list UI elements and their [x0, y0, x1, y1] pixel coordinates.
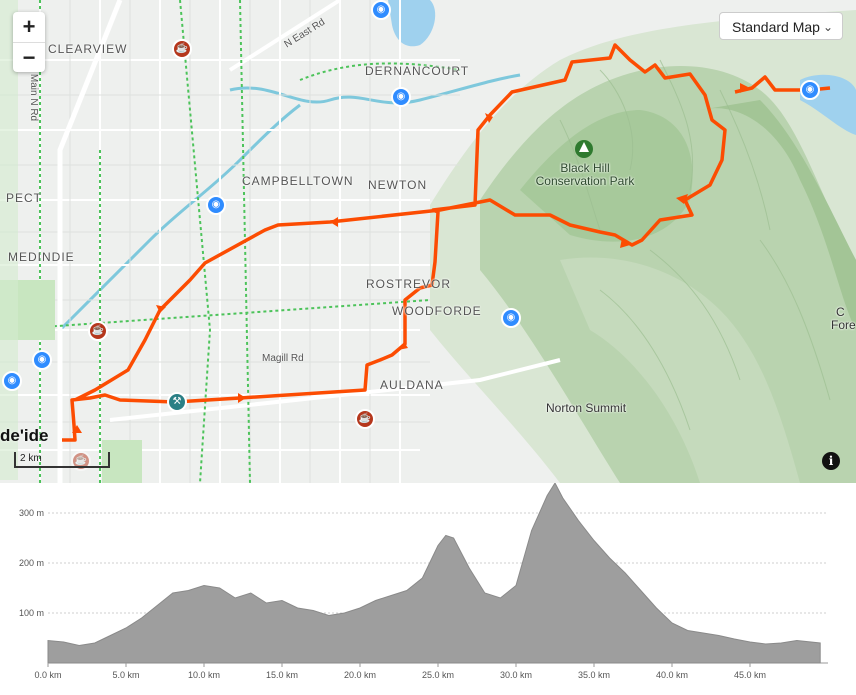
x-tick-label: 45.0 km: [734, 670, 766, 680]
park-label: Black Hill Conservation Park: [530, 162, 640, 188]
x-tick-label: 25.0 km: [422, 670, 454, 680]
place-label: MEDINDIE: [8, 250, 75, 264]
camera-icon[interactable]: ◉: [2, 371, 22, 391]
map-canvas: [0, 0, 856, 483]
zoom-control: + −: [13, 12, 45, 72]
street-label: Main N Rd: [28, 73, 40, 122]
elevation-chart[interactable]: 300 m 200 m 100 m 0.0 km 5.0 km 10.0 km 15.0 …: [0, 483, 856, 695]
elevation-area: [47, 483, 821, 664]
y-tick-label: 200 m: [19, 558, 44, 568]
town-label: Norton Summit: [546, 401, 627, 415]
camera-icon[interactable]: ◉: [800, 80, 820, 100]
camera-icon[interactable]: ◉: [371, 0, 391, 20]
y-tick-label: 100 m: [19, 608, 44, 618]
camera-icon[interactable]: ◉: [206, 195, 226, 215]
x-tick-label: 35.0 km: [578, 670, 610, 680]
camera-icon[interactable]: ◉: [391, 87, 411, 107]
y-tick-label: 300 m: [19, 508, 44, 518]
wrench-icon[interactable]: ⚒: [167, 392, 187, 412]
x-tick-label: 40.0 km: [656, 670, 688, 680]
place-label: AULDANA: [380, 378, 444, 392]
place-label: ROSTREVOR: [366, 277, 452, 291]
cafe-icon[interactable]: ☕: [88, 321, 108, 341]
place-label: NEWTON: [368, 178, 428, 192]
place-label: WOODFORDE: [392, 304, 482, 318]
park-name-line1: Black Hill: [560, 161, 610, 175]
camera-icon[interactable]: ◉: [501, 308, 521, 328]
zoom-out-button[interactable]: −: [22, 45, 36, 70]
cafe-icon[interactable]: ☕: [172, 39, 192, 59]
camera-icon[interactable]: ◉: [32, 350, 52, 370]
route-map[interactable]: + − Standard Map ⌄ CLEARVIEW DERNANCOURT…: [0, 0, 856, 483]
chevron-down-icon: ⌄: [822, 20, 833, 34]
edge-label: C: [836, 305, 845, 319]
zoom-in-button[interactable]: +: [13, 12, 45, 43]
place-label: PECT: [6, 191, 43, 205]
map-type-label: Standard Map: [732, 19, 820, 35]
x-tick-label: 0.0 km: [34, 670, 61, 680]
x-tick-label: 10.0 km: [188, 670, 220, 680]
park-name-line2: Conservation Park: [535, 174, 635, 188]
x-tick-label: 30.0 km: [500, 670, 532, 680]
place-label: DERNANCOURT: [365, 64, 470, 78]
scale-bar: 2 km: [14, 452, 110, 468]
place-label: CAMPBELLTOWN: [242, 174, 354, 188]
street-label: Magill Rd: [262, 353, 304, 364]
info-button[interactable]: i: [822, 452, 840, 470]
x-tick-label: 15.0 km: [266, 670, 298, 680]
edge-label: Fore: [831, 318, 856, 332]
route-direction-arrows: [72, 83, 748, 433]
map-type-select[interactable]: Standard Map ⌄: [719, 12, 843, 40]
scale-label: 2 km: [20, 453, 42, 464]
cafe-icon[interactable]: ☕: [355, 409, 375, 429]
x-tick-label: 20.0 km: [344, 670, 376, 680]
map-logo: de'ide: [0, 426, 49, 445]
x-tick-label: 5.0 km: [112, 670, 139, 680]
place-label: CLEARVIEW: [48, 42, 128, 56]
